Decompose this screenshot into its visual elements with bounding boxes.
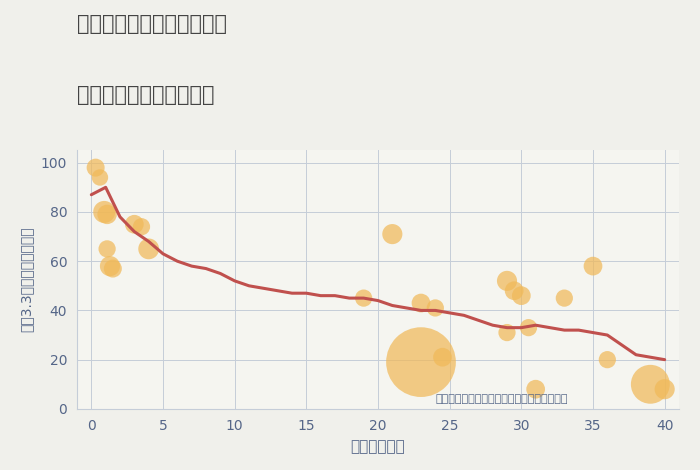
Point	[509, 287, 520, 295]
Y-axis label: 平（3.3㎡）単価（万円）: 平（3.3㎡）単価（万円）	[20, 227, 34, 332]
Point	[659, 385, 671, 393]
Point	[516, 292, 527, 299]
Point	[430, 304, 441, 312]
Point	[94, 174, 106, 181]
Point	[602, 356, 613, 363]
Point	[386, 230, 398, 238]
Text: 三重県桑名市長島町平方の: 三重県桑名市長島町平方の	[77, 14, 227, 34]
Point	[90, 164, 101, 172]
Point	[501, 329, 512, 337]
Point	[523, 324, 534, 331]
Point	[587, 262, 598, 270]
Point	[437, 353, 448, 361]
Point	[102, 245, 113, 253]
Point	[136, 223, 147, 230]
Point	[143, 245, 154, 253]
Point	[415, 299, 426, 307]
Point	[645, 381, 656, 388]
Text: 円の大きさは、取引のあった物件面積を示す: 円の大きさは、取引のあった物件面積を示す	[435, 394, 568, 404]
Point	[99, 208, 110, 216]
Point	[559, 294, 570, 302]
Point	[501, 277, 512, 285]
Point	[104, 262, 116, 270]
Text: 築年数別中古戸建て価格: 築年数別中古戸建て価格	[77, 85, 214, 105]
Point	[102, 211, 113, 218]
Point	[530, 385, 541, 393]
Point	[107, 265, 118, 272]
Point	[358, 294, 370, 302]
Point	[129, 220, 140, 228]
X-axis label: 築年数（年）: 築年数（年）	[351, 439, 405, 454]
Point	[415, 358, 426, 366]
